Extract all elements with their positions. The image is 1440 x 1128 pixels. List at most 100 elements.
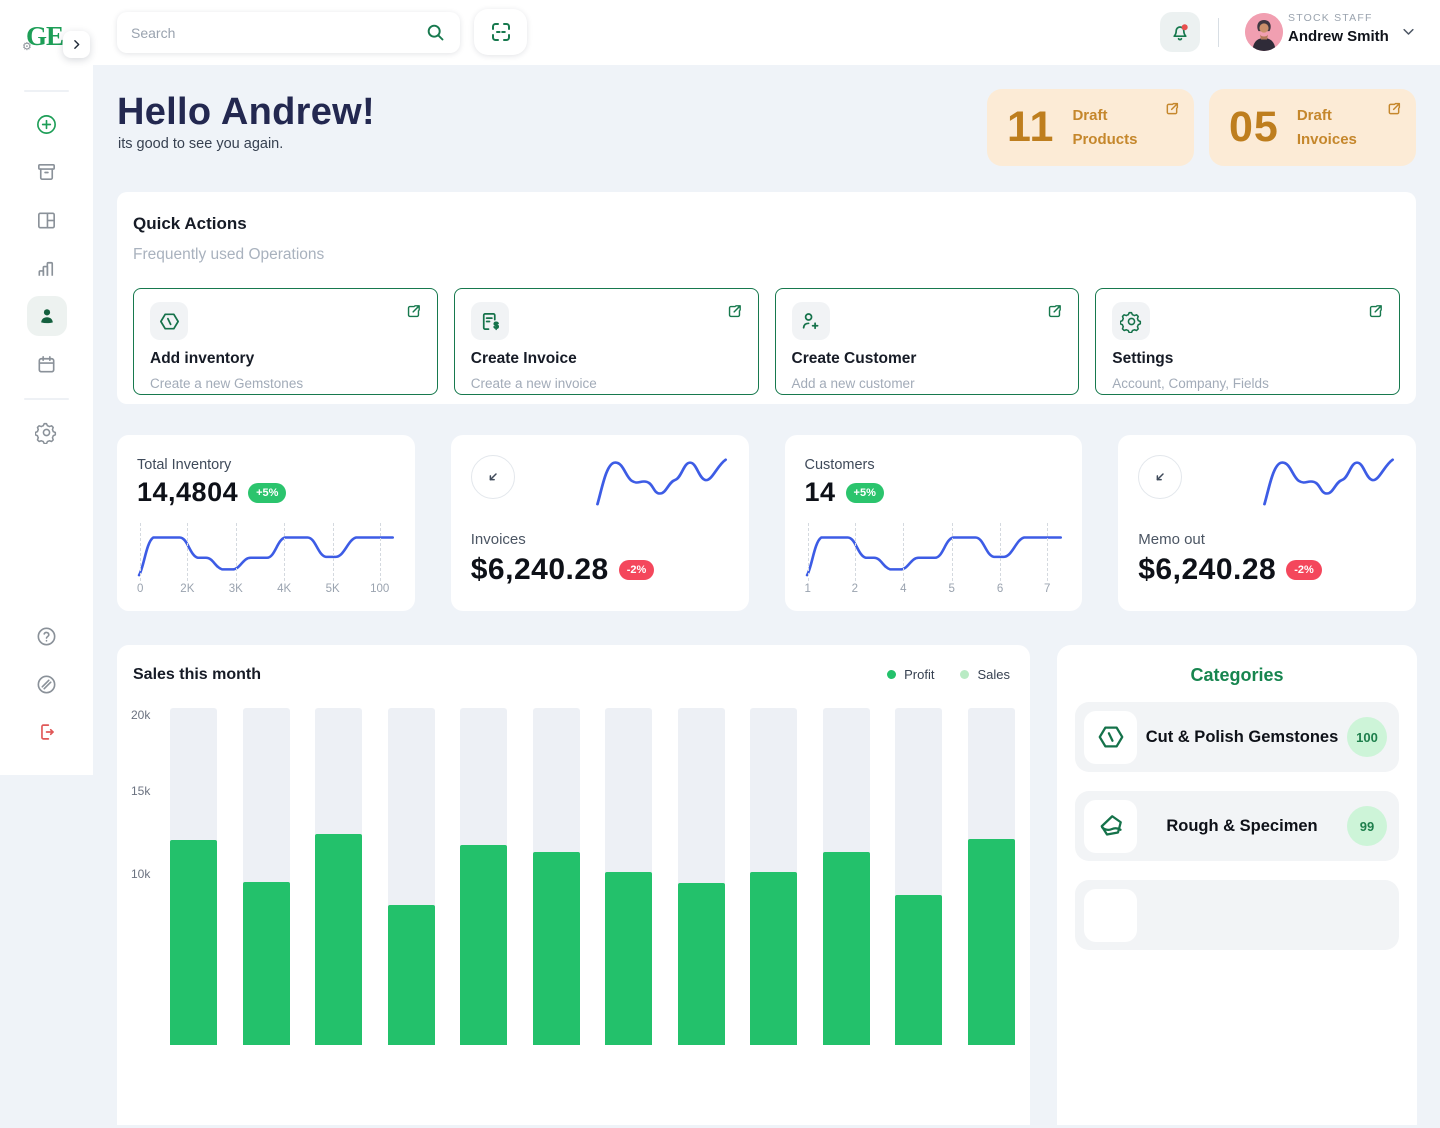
metric-cards: Total Inventory 14,4804 +5% 0 2K 3K 4K 5… (117, 435, 1416, 611)
logo-text: GE (26, 20, 64, 51)
quick-actions-subtitle: Frequently used Operations (133, 246, 325, 263)
arrow-down-left-icon (1138, 455, 1183, 499)
external-link-icon[interactable] (1164, 101, 1180, 117)
gear-icon (1112, 302, 1151, 340)
sidebar-nav (0, 104, 93, 384)
chevron-right-icon (74, 40, 80, 49)
metric-label: Memo out (1138, 531, 1205, 548)
profit-bar (532, 851, 580, 1045)
metric-value: $6,240.28 (1138, 553, 1277, 586)
trend-badge: +5% (845, 482, 884, 503)
search-icon[interactable] (425, 22, 446, 43)
total-inventory-card[interactable]: Total Inventory 14,4804 +5% 0 2K 3K 4K 5… (117, 435, 415, 611)
profit-dot-icon (887, 670, 897, 679)
category-row-cut-polish[interactable]: Cut & Polish Gemstones 100 (1075, 702, 1399, 772)
legend-profit: Profit (887, 667, 934, 682)
sidebar-item-settings[interactable] (27, 412, 67, 452)
create-invoice-card[interactable]: $ Create Invoice Create a new invoice (453, 288, 759, 395)
trend-badge: -2% (618, 560, 655, 580)
draft-invoices-card[interactable]: 05 Draft Invoices (1209, 89, 1416, 166)
chevron-down-icon[interactable] (1401, 24, 1416, 39)
sidebar-item-logout[interactable] (27, 712, 67, 752)
bar-column (532, 708, 580, 1045)
bar-column (605, 708, 653, 1045)
x-axis-labels: 1 2 4 5 6 7 (804, 583, 1051, 595)
plus-circle-icon (37, 114, 56, 134)
sidebar-collapse-button[interactable] (63, 31, 90, 58)
y-tick: 10k (131, 867, 151, 881)
profit-bar (170, 840, 217, 1045)
add-inventory-subtitle: Create a new Gemstones (150, 376, 304, 391)
sales-chart-card: Sales this month Profit Sales 20k 15k 10… (117, 645, 1030, 1125)
quick-actions-cards: Add inventory Create a new Gemstones $ C… (133, 288, 1400, 395)
sidebar-item-calendar[interactable] (27, 344, 67, 384)
external-link-icon[interactable] (1367, 303, 1384, 320)
profit-bar (460, 845, 508, 1045)
page-title: Hello Andrew! (117, 91, 375, 133)
external-link-icon[interactable] (405, 303, 422, 320)
category-row-rough-specimen[interactable]: Rough & Specimen 99 (1075, 791, 1399, 861)
external-link-icon[interactable] (726, 303, 743, 320)
sidebar-item-help[interactable] (27, 616, 67, 656)
draft-products-card[interactable]: 11 Draft Products (987, 89, 1194, 166)
app-logo[interactable]: ⚙ GE (0, 0, 93, 72)
scan-button[interactable] (474, 9, 527, 55)
settings-card[interactable]: Settings Account, Company, Fields (1095, 288, 1400, 395)
sales-bars (170, 708, 1015, 1045)
bar-column (967, 708, 1015, 1045)
search-input[interactable] (131, 24, 425, 41)
sales-chart-plot: 20k 15k 10k (117, 708, 1030, 1128)
help-circle-icon (37, 627, 56, 645)
create-customer-card[interactable]: Create Customer Add a new customer (774, 288, 1080, 395)
external-link-icon[interactable] (1386, 101, 1402, 117)
sidebar-item-customers[interactable] (26, 296, 67, 336)
create-customer-subtitle: Add a new customer (791, 376, 915, 391)
main-content: Hello Andrew! its good to see you again.… (93, 65, 1440, 1125)
notifications-button[interactable] (1160, 12, 1200, 52)
sales-dot-icon (960, 670, 970, 679)
memo-out-card[interactable]: Memo out $6,240.28 -2% (1118, 435, 1416, 611)
sidebar-item-inventory[interactable] (27, 152, 67, 192)
avatar-photo (1245, 13, 1283, 51)
add-inventory-card[interactable]: Add inventory Create a new Gemstones (133, 288, 438, 395)
invoices-card[interactable]: Invoices $6,240.28 -2% (450, 435, 749, 611)
category-row-partial[interactable] (1075, 880, 1399, 950)
quick-actions-panel: Quick Actions Frequently used Operations… (117, 192, 1416, 404)
gem-hexagon-icon (1084, 710, 1137, 764)
chart-legend: Profit Sales (887, 667, 1010, 682)
sidebar-item-boards[interactable] (27, 200, 67, 240)
sidebar-item-reports[interactable] (27, 248, 67, 288)
x-axis-labels: 0 2K 3K 4K 5K 100 (137, 583, 390, 595)
create-invoice-subtitle: Create a new invoice (470, 376, 597, 391)
bar-column (315, 708, 363, 1045)
bar-column (460, 708, 508, 1045)
bar-column (387, 708, 435, 1045)
external-link-icon[interactable] (1046, 303, 1063, 320)
draft-invoices-label: Draft Invoices (1296, 107, 1357, 148)
metric-label: Customers (804, 457, 875, 473)
avatar[interactable] (1245, 13, 1283, 51)
create-invoice-title: Create Invoice (470, 350, 577, 367)
page-subtitle: its good to see you again. (118, 136, 284, 152)
bar-column (822, 708, 870, 1045)
profit-bar (677, 883, 725, 1045)
sidebar-item-blocked[interactable] (27, 664, 67, 704)
gem-hexagon-icon (150, 302, 188, 340)
category-count-badge: 99 (1347, 806, 1387, 846)
topbar: STOCK STAFF Andrew Smith (93, 0, 1440, 65)
categories-panel: Categories Cut & Polish Gemstones 100 Ro… (1057, 645, 1417, 1125)
bar-column (677, 708, 725, 1045)
memo-out-sparkline (1263, 458, 1395, 506)
metric-value: $6,240.28 (470, 553, 609, 586)
sidebar-item-add[interactable] (27, 104, 67, 144)
draft-cards: 11 Draft Products 05 Draft Invoices (987, 89, 1416, 166)
customers-card[interactable]: Customers 14 +5% 1 2 4 5 6 7 (784, 435, 1083, 611)
svg-text:$: $ (494, 320, 499, 330)
profit-bar (895, 894, 943, 1045)
bar-column (170, 708, 217, 1045)
sales-chart-title: Sales this month (133, 666, 262, 683)
category-label: Rough & Specimen (1166, 816, 1318, 835)
layout-columns-icon (38, 211, 55, 229)
profit-bar (822, 851, 870, 1045)
user-meta[interactable]: STOCK STAFF Andrew Smith (1288, 12, 1389, 45)
